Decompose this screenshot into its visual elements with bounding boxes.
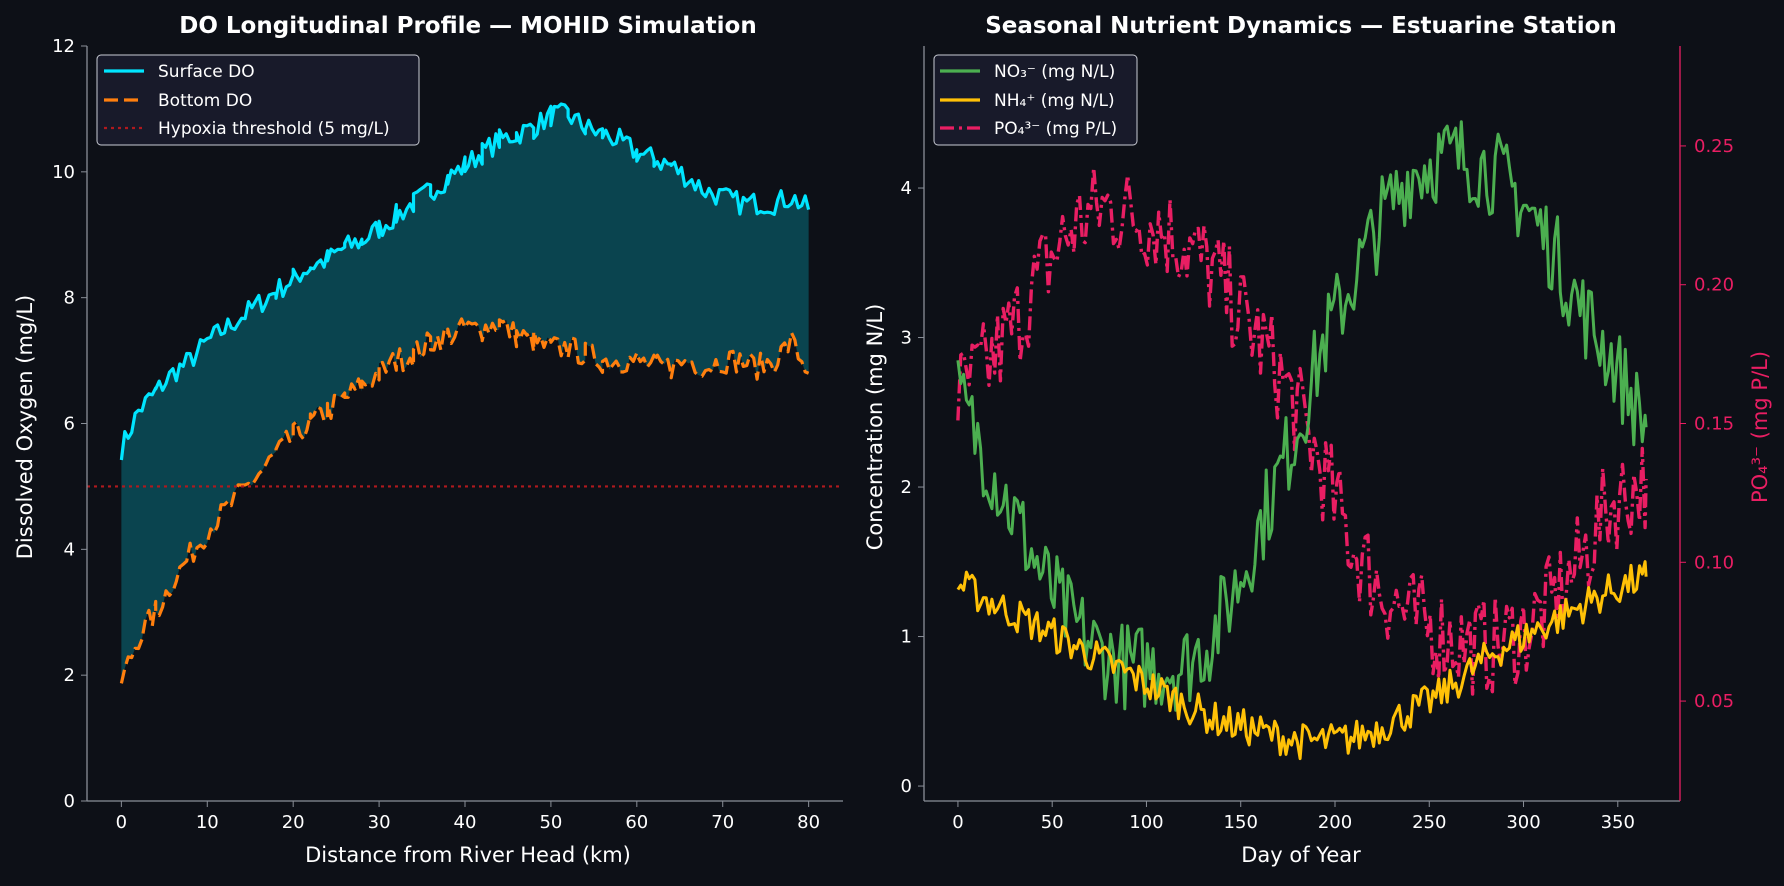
do-profile-chart: DO Longitudinal Profile — MOHID Simulati… xyxy=(13,13,843,867)
nh4-line xyxy=(956,560,1648,761)
x-tick-label: 40 xyxy=(454,812,477,833)
x-tick-label: 70 xyxy=(711,812,734,833)
x-tick-label: 150 xyxy=(1224,812,1258,833)
x-tick-label: 200 xyxy=(1318,812,1352,833)
legend-label: Surface DO xyxy=(158,62,255,82)
bottom-do-line xyxy=(119,317,810,684)
x-tick-label: 20 xyxy=(282,812,305,833)
x-tick-label: 50 xyxy=(1041,812,1064,833)
legend-box xyxy=(933,54,1138,146)
y-tick-label: 1 xyxy=(901,627,912,648)
y-tick-label: 12 xyxy=(52,36,75,57)
y-tick-label: 4 xyxy=(901,178,912,199)
y-tick-label: 2 xyxy=(64,665,75,686)
y-tick-label: 2 xyxy=(901,477,912,498)
no3-line xyxy=(956,120,1648,712)
legend: NO₃⁻ (mg N/L) NH₄⁺ (mg N/L) PO₄³⁻ (mg P/… xyxy=(933,54,1138,146)
x-axis-label: Day of Year xyxy=(1241,843,1361,867)
legend-label: Bottom DO xyxy=(158,91,252,111)
y-tick-label: 0 xyxy=(64,791,75,812)
x-tick-label: 350 xyxy=(1601,812,1635,833)
x-tick-label: 0 xyxy=(116,812,127,833)
x-tick-label: 30 xyxy=(368,812,391,833)
right-y-tick-label: 0.10 xyxy=(1694,552,1734,573)
right-y-axis-label: PO₄³⁻ (mg P/L) xyxy=(1748,351,1772,503)
x-tick-label: 0 xyxy=(952,812,963,833)
y-axis-label: Dissolved Oxygen (mg/L) xyxy=(13,295,37,560)
x-tick-label: 60 xyxy=(625,812,648,833)
y-tick-label: 6 xyxy=(64,414,75,435)
x-tick-label: 300 xyxy=(1506,812,1540,833)
fill-between-area xyxy=(121,104,809,684)
legend-label: PO₄³⁻ (mg P/L) xyxy=(994,119,1117,139)
legend-label: NO₃⁻ (mg N/L) xyxy=(994,62,1115,82)
chart-title: Seasonal Nutrient Dynamics — Estuarine S… xyxy=(985,13,1617,39)
x-tick-label: 50 xyxy=(539,812,562,833)
y-tick-label: 4 xyxy=(64,539,75,560)
y-tick-label: 3 xyxy=(901,328,912,349)
right-y-tick-label: 0.15 xyxy=(1694,414,1734,435)
nutrient-dynamics-chart: Seasonal Nutrient Dynamics — Estuarine S… xyxy=(863,13,1772,867)
legend-box xyxy=(96,54,420,146)
y-axis-label: Concentration (mg N/L) xyxy=(863,304,887,551)
legend-label: NH₄⁺ (mg N/L) xyxy=(994,91,1115,111)
y-tick-label: 8 xyxy=(64,288,75,309)
x-tick-label: 80 xyxy=(797,812,820,833)
surface-do-line xyxy=(119,102,811,461)
po4-line xyxy=(956,165,1648,696)
right-y-tick-label: 0.05 xyxy=(1694,691,1734,712)
y-tick-label: 0 xyxy=(901,776,912,797)
x-tick-label: 100 xyxy=(1129,812,1163,833)
x-tick-label: 10 xyxy=(196,812,219,833)
x-axis-label: Distance from River Head (km) xyxy=(305,843,631,867)
right-y-tick-label: 0.20 xyxy=(1694,275,1734,296)
chart-title: DO Longitudinal Profile — MOHID Simulati… xyxy=(179,13,756,39)
right-y-tick-label: 0.25 xyxy=(1694,136,1734,157)
legend: Surface DO Bottom DO Hypoxia threshold (… xyxy=(96,54,420,146)
legend-label: Hypoxia threshold (5 mg/L) xyxy=(158,119,390,139)
x-tick-label: 250 xyxy=(1412,812,1446,833)
y-tick-label: 10 xyxy=(52,162,75,183)
